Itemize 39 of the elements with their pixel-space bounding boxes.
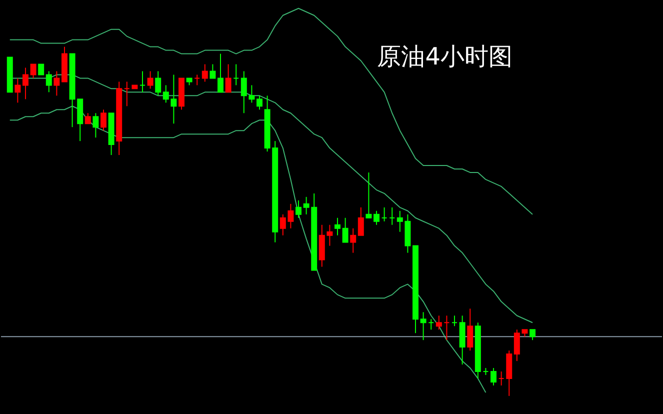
candlestick	[350, 228, 356, 254]
candlestick	[342, 217, 348, 243]
candlestick	[428, 318, 434, 330]
candlestick	[54, 70, 60, 96]
candlestick	[420, 312, 426, 341]
candlestick	[389, 206, 396, 226]
candlestick	[233, 64, 240, 86]
candlestick	[334, 217, 340, 236]
candlestick	[38, 64, 44, 76]
chart-title: 原油4小时图	[377, 42, 512, 70]
candlestick	[22, 67, 28, 100]
candlestick	[452, 315, 458, 327]
candlestick	[225, 64, 232, 93]
candlestick	[218, 53, 224, 93]
candlestick	[84, 112, 91, 124]
candlestick	[374, 210, 380, 226]
candlestick	[155, 70, 162, 96]
candlestick	[210, 64, 216, 79]
candlestick	[366, 172, 372, 218]
candlestick	[490, 368, 497, 386]
candlestick	[467, 308, 474, 352]
candlestick	[140, 70, 146, 93]
candlestick	[46, 70, 52, 93]
candlestick	[92, 112, 99, 138]
candlestick	[358, 206, 364, 236]
candlestick	[30, 64, 36, 79]
candlestick	[296, 200, 302, 218]
candlestick	[498, 371, 504, 386]
candlestick	[124, 81, 130, 107]
candlestick	[256, 95, 262, 110]
candlestick	[100, 109, 106, 132]
candlestick	[381, 206, 388, 222]
candlestick	[436, 315, 442, 330]
candlestick	[202, 64, 208, 82]
candlestick	[444, 315, 450, 341]
candlestick	[14, 78, 21, 104]
candlestick	[194, 74, 200, 86]
candlestick	[530, 329, 536, 341]
candlestick	[147, 70, 154, 90]
